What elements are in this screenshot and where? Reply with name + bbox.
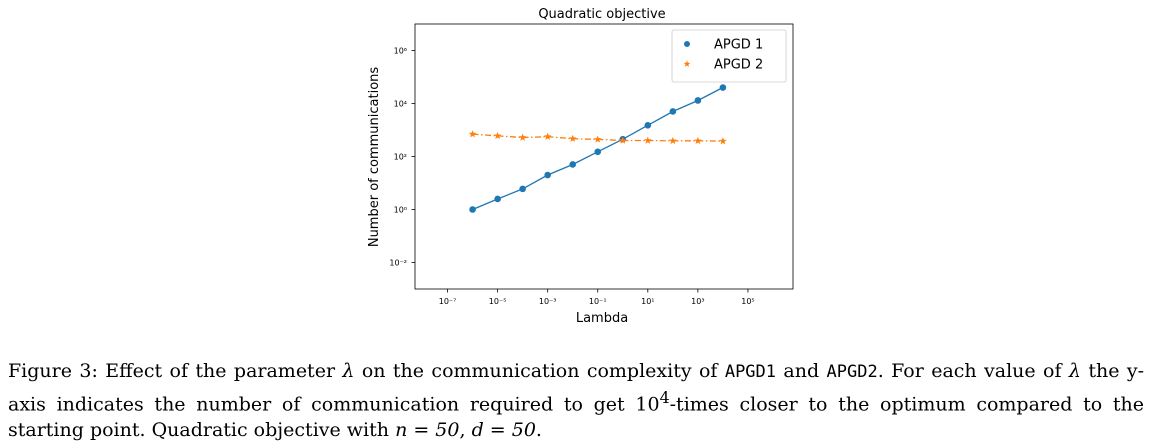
y-tick-label: 10⁻² — [389, 259, 407, 268]
series-2-point — [644, 136, 652, 144]
series-1-point — [469, 206, 476, 213]
series-line-1 — [472, 86, 724, 211]
y-axis-label: Number of communications — [367, 67, 382, 248]
y-tick-label: 10⁴ — [394, 100, 407, 109]
caption-comma: , — [459, 419, 466, 442]
series-1-point — [694, 97, 702, 104]
legend: APGD 1 APGD 2 — [671, 29, 787, 83]
caption-text-4: the y-axis indicates the number of commu… — [8, 360, 1145, 416]
series-1-point — [669, 108, 677, 115]
x-axis-label: Lambda — [576, 311, 628, 326]
legend-box — [671, 29, 787, 83]
caption-and: and — [783, 360, 820, 382]
series-1-point — [644, 122, 652, 129]
series-1-point — [544, 171, 551, 179]
series-layer — [468, 84, 727, 213]
series-2-point — [719, 137, 727, 145]
series-1-point — [569, 161, 577, 168]
legend-label: APGD 1 — [714, 38, 763, 53]
series-2-point — [669, 136, 677, 145]
algo-name-2: APGD2 — [826, 362, 878, 382]
series-1-point — [594, 148, 602, 156]
lambda-symbol-2: λ — [1068, 360, 1081, 382]
legend-marker-circle — [684, 41, 690, 47]
caption-text-2: on the communication complexity of — [361, 360, 718, 382]
y-axis-ticks: 10⁻² 10⁰ 10² 10⁴ 10⁶ — [389, 47, 415, 268]
caption-text-1: Effect of the parameter — [105, 360, 336, 382]
x-tick-label: 10⁻⁵ — [489, 297, 507, 306]
series-1-point — [519, 185, 526, 193]
chart: Quadratic objective 10⁻⁷ 10⁻⁵ 10⁻³ 10⁻¹ 10¹ 1… — [367, 7, 794, 326]
x-tick-label: 10⁻¹ — [589, 297, 607, 306]
x-tick-label: 10³ — [691, 297, 704, 306]
d-equation: d = 50 — [471, 419, 536, 442]
series-2-point — [518, 133, 527, 141]
power-exponent: 4 — [659, 388, 670, 407]
y-tick-label: 10⁰ — [394, 206, 407, 215]
n-equation: n = 50 — [395, 419, 460, 442]
caption-text-5: -times closer to the optimum compared to… — [8, 393, 1144, 442]
series-2-point — [593, 135, 602, 143]
series-2-point — [694, 136, 702, 145]
legend-label: APGD 2 — [714, 58, 763, 73]
series-1-point — [494, 195, 501, 203]
x-tick-label: 10⁵ — [741, 297, 754, 306]
x-tick-label: 10⁻³ — [539, 297, 557, 306]
algo-name-1: APGD1 — [724, 362, 777, 382]
y-tick-label: 10⁶ — [394, 47, 407, 56]
series-2-point — [493, 131, 502, 140]
series-2-point — [468, 130, 477, 138]
series-1-point — [719, 84, 727, 91]
x-tick-label: 10¹ — [641, 297, 654, 306]
series-2-point — [568, 134, 577, 142]
y-tick-label: 10² — [394, 153, 407, 162]
x-tick-label: 10⁻⁷ — [439, 297, 457, 306]
series-2-point — [618, 136, 627, 144]
caption-text-3: . For each value of — [877, 360, 1062, 382]
series-2-point — [543, 132, 552, 140]
figure-caption: Figure 3: Effect of the parameter λ on t… — [8, 358, 1144, 443]
legend-marker-star — [683, 60, 691, 67]
caption-period: . — [535, 419, 542, 442]
x-axis-ticks: 10⁻⁷ 10⁻⁵ 10⁻³ 10⁻¹ 10¹ 10³ 10⁵ — [439, 289, 755, 306]
chart-title: Quadratic objective — [538, 7, 665, 22]
figure-label: Figure 3: — [8, 360, 98, 382]
power-base: 10 — [635, 393, 660, 416]
lambda-symbol: λ — [342, 360, 355, 382]
